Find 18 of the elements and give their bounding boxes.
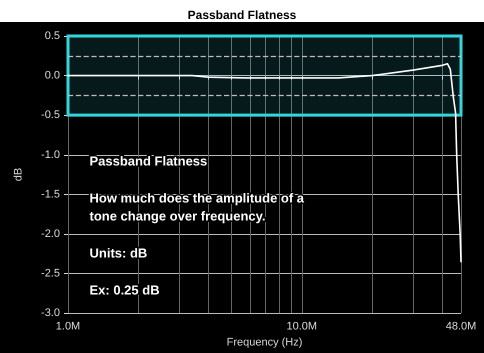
y-tick-label: -2.5 <box>41 268 60 280</box>
x-axis-title: Frequency (Hz) <box>226 336 302 348</box>
y-tick-label: -3.0 <box>41 307 60 320</box>
y-tick-label: -1.0 <box>41 148 60 161</box>
y-tick-label: 0.0 <box>44 70 60 82</box>
annotation: Units: dB <box>90 246 148 260</box>
y-tick-label: -2.0 <box>41 228 60 240</box>
y-tick-label: 0.5 <box>44 30 60 42</box>
chart-title: Passband Flatness <box>188 8 297 22</box>
x-tick-label: 10.0M <box>286 320 318 333</box>
x-tick-label: 48.0M <box>446 320 476 333</box>
y-tick-label: -0.5 <box>41 109 60 122</box>
annotation: How much does the amplitude of a tone change over frequency. <box>90 190 308 224</box>
annotation: Passband Flatness <box>90 154 208 168</box>
x-tick-label: 1.0M <box>56 320 80 333</box>
annotation: Ex: 0.25 dB <box>90 282 160 298</box>
y-axis-title: dB <box>12 168 24 182</box>
y-tick-label: -1.5 <box>41 188 60 200</box>
